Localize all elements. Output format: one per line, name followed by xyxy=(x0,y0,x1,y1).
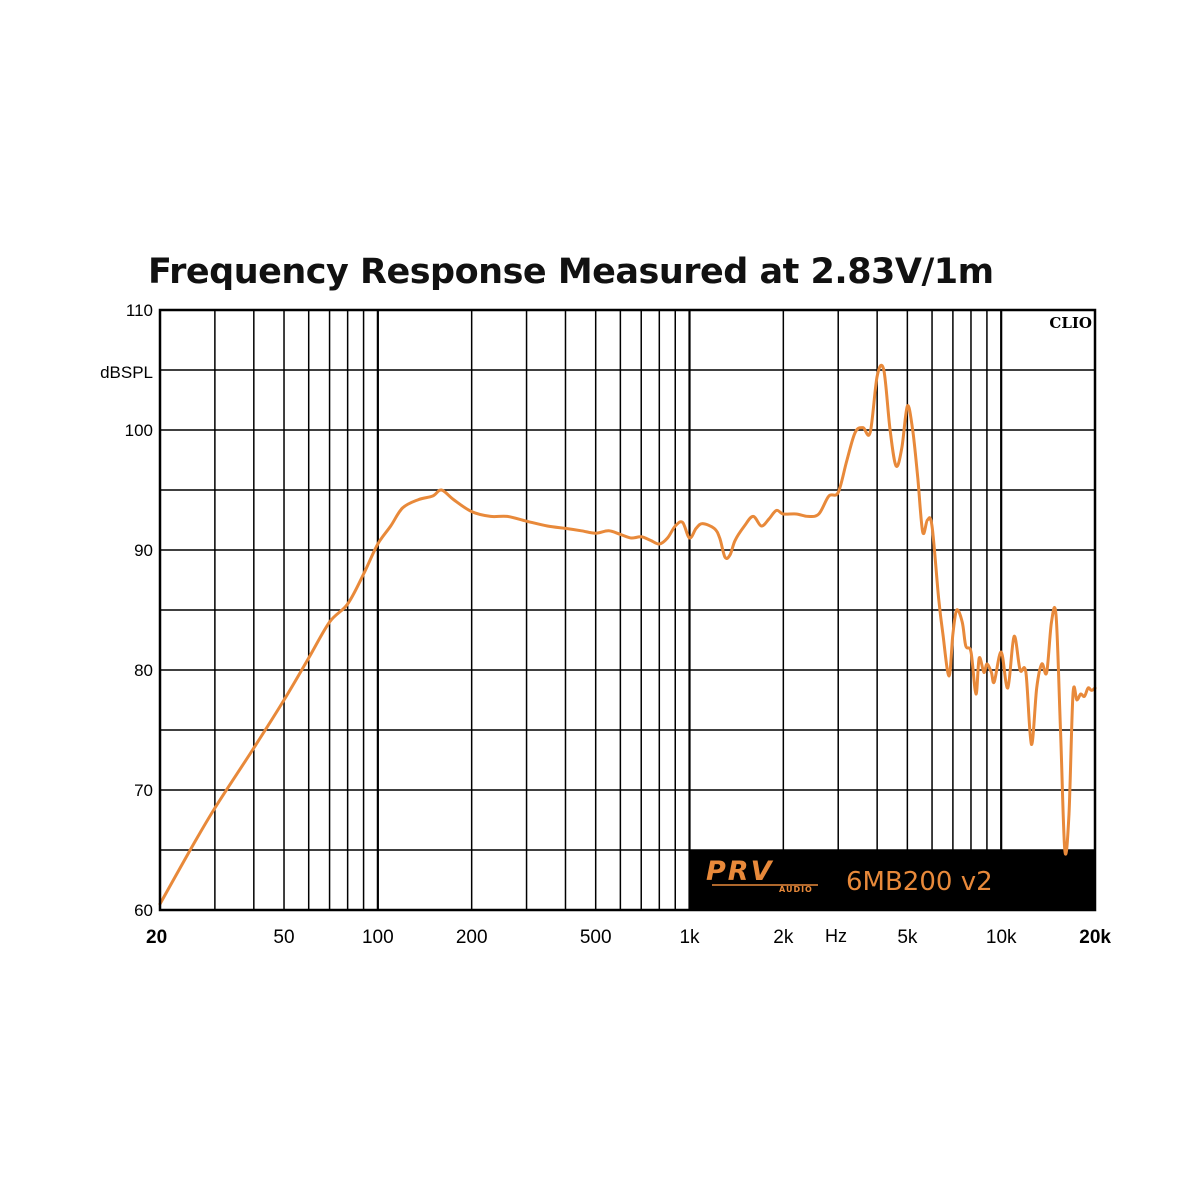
response-curve-line xyxy=(158,363,1097,906)
x-tick-label: 10k xyxy=(986,927,1017,948)
clio-watermark: CLIO xyxy=(1049,314,1092,332)
y-tick-label: 70 xyxy=(134,781,153,800)
x-tick-label: 500 xyxy=(580,927,612,948)
x-tick-label: 50 xyxy=(273,927,294,948)
x-tick-label: 200 xyxy=(456,927,488,948)
y-tick-label: 110 xyxy=(126,301,153,320)
prv-audio-logo: PRV AUDIO xyxy=(706,856,818,894)
x-tick-label: 20k xyxy=(1079,927,1111,948)
x-tick-label: 2k xyxy=(773,927,794,948)
grid xyxy=(160,310,1095,910)
y-axis-label: dBSPL xyxy=(100,363,153,382)
x-axis: 20 50 100 200 500 1k 2k 5k 10k 20k xyxy=(146,927,1111,948)
x-tick-label: 1k xyxy=(679,927,700,948)
series-response xyxy=(158,363,1097,906)
x-axis-label: Hz xyxy=(825,926,847,946)
chart-title: Frequency Response Measured at 2.83V/1m xyxy=(148,252,994,292)
y-tick-label: 60 xyxy=(134,901,153,920)
legend-box: PRV AUDIO 6MB200 v2 xyxy=(690,850,1096,910)
brand-logo-subtext: AUDIO xyxy=(779,885,813,894)
y-tick-label: 80 xyxy=(134,661,153,680)
x-tick-label: 100 xyxy=(362,927,394,948)
model-label: 6MB200 v2 xyxy=(846,867,993,897)
x-tick-label: 5k xyxy=(897,927,918,948)
y-tick-label: 90 xyxy=(134,541,153,560)
brand-logo-text: PRV xyxy=(706,856,774,887)
y-tick-label: 100 xyxy=(125,421,153,440)
plot-frame xyxy=(158,308,1097,912)
y-axis: 60 70 80 90 100 110 xyxy=(125,301,153,920)
x-tick-label: 20 xyxy=(146,927,167,948)
